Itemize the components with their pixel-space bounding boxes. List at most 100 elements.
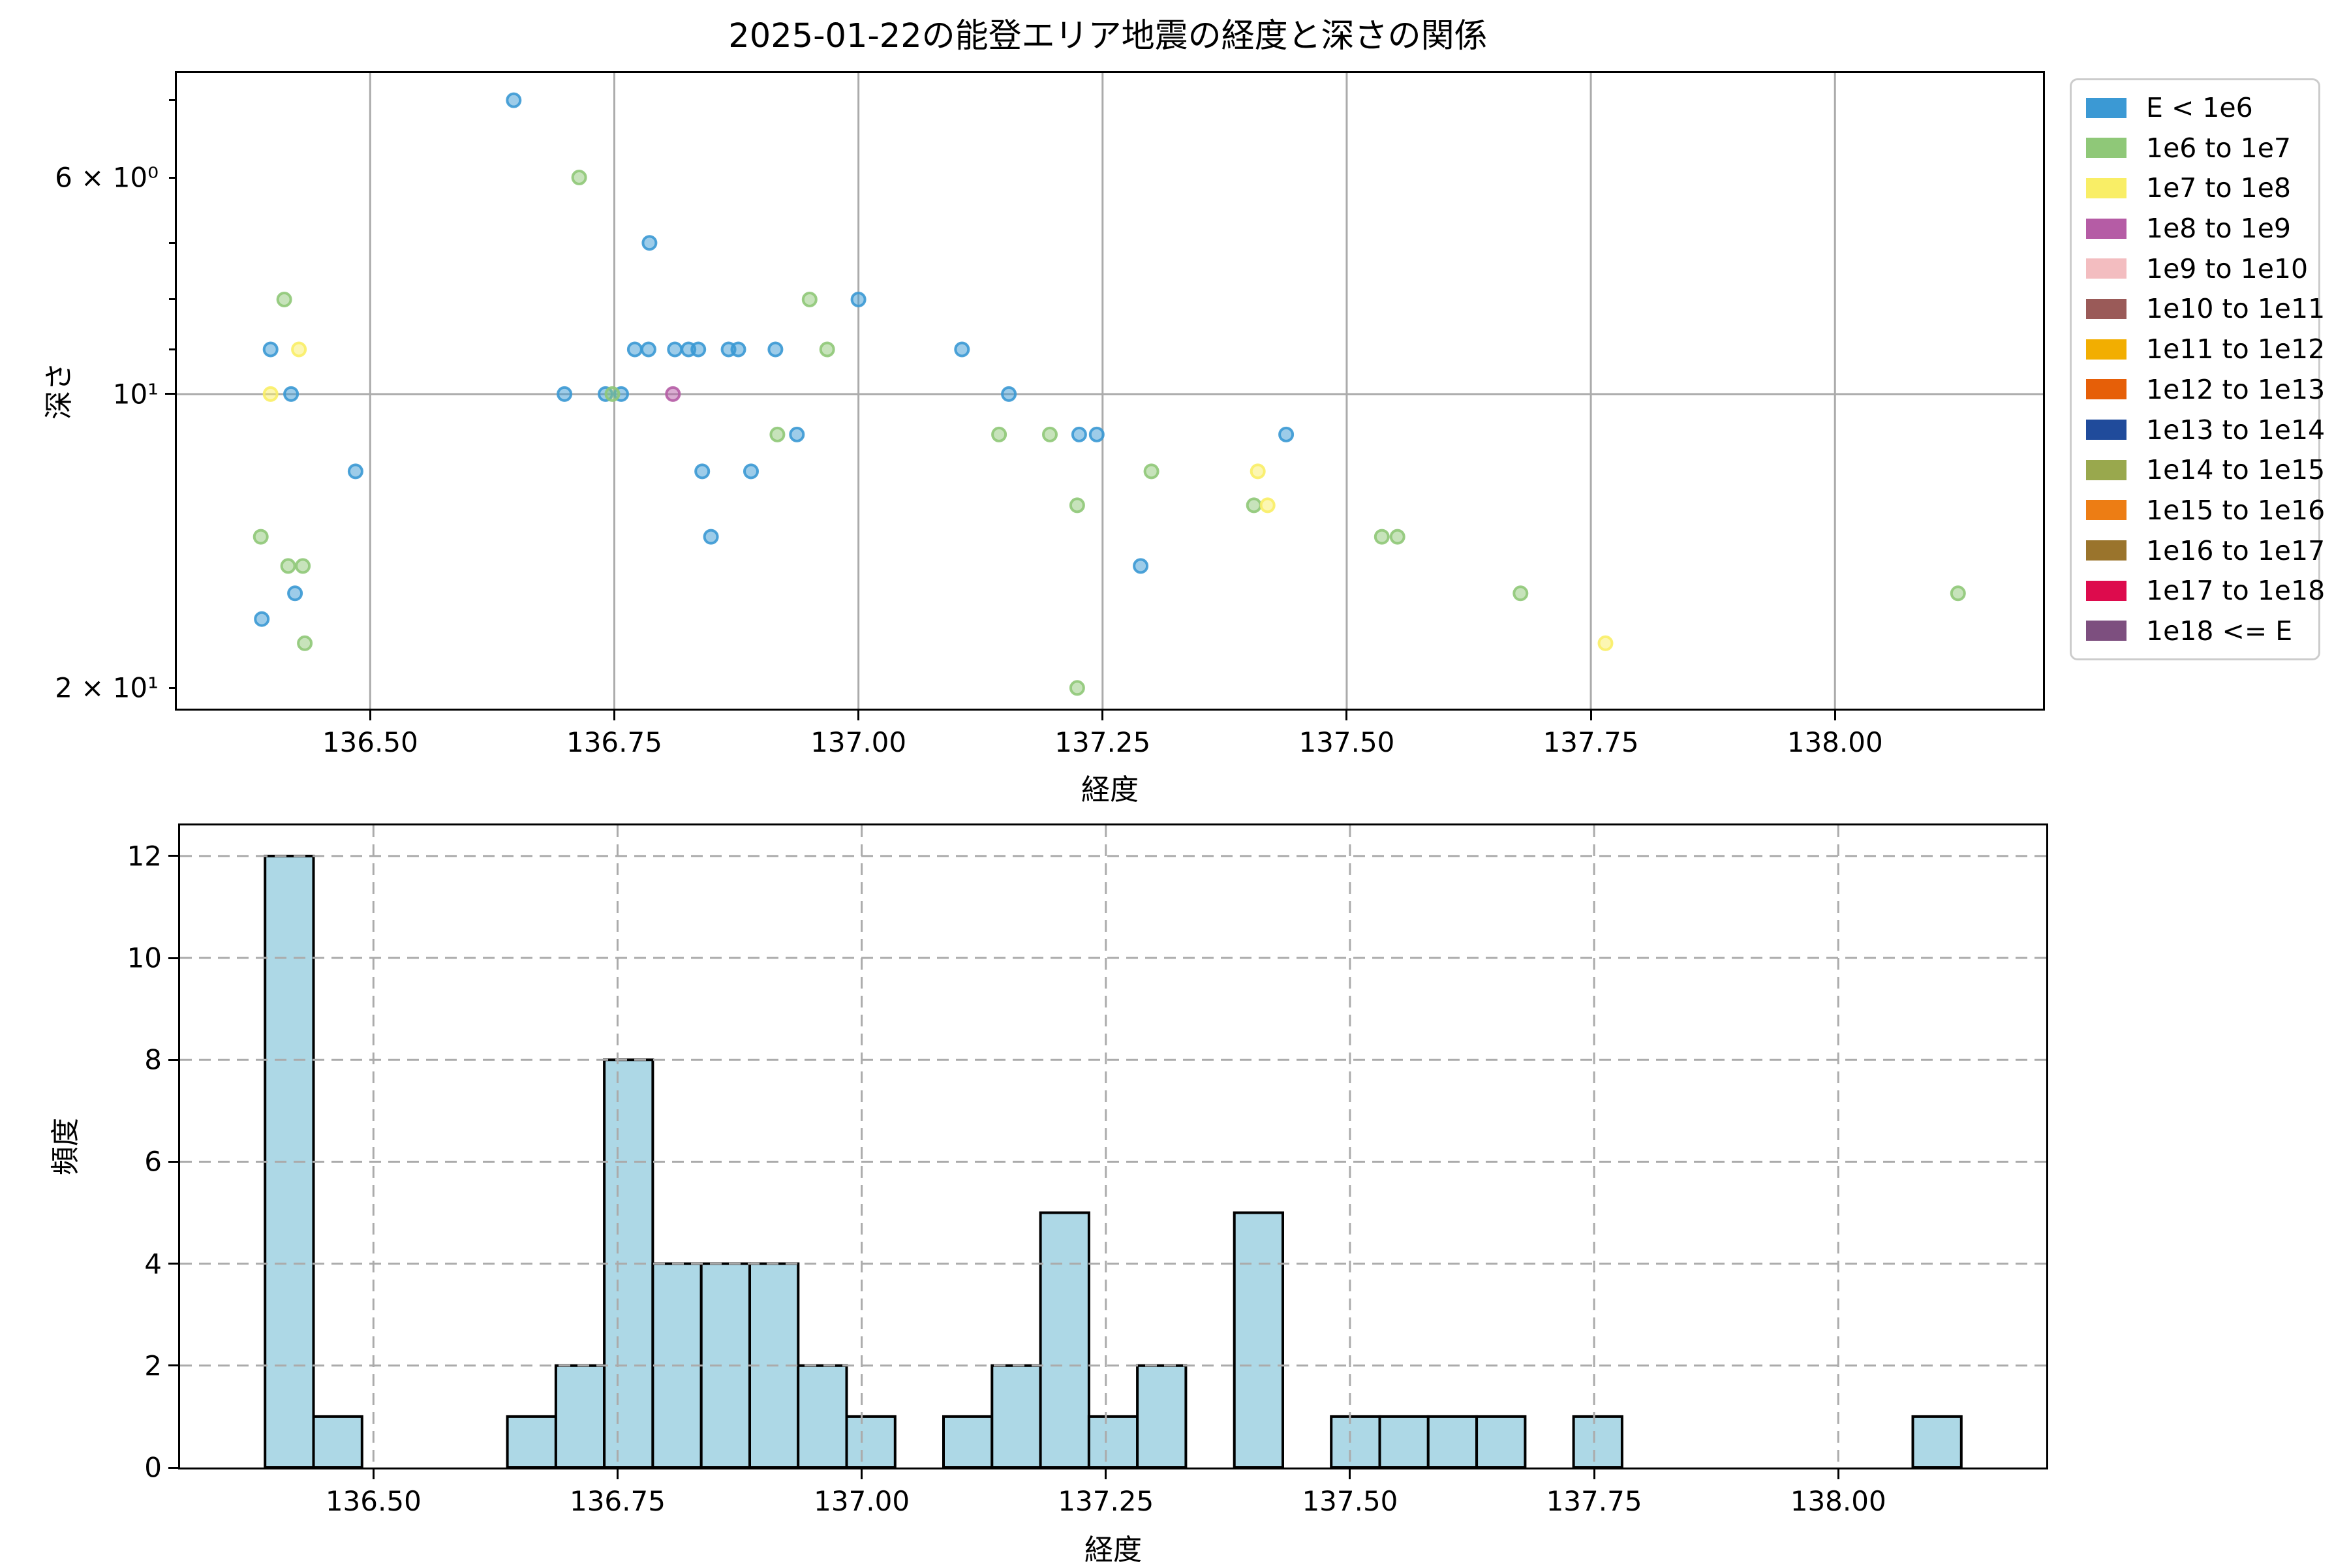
x-tick-label: 136.50 [325, 1485, 422, 1517]
scatter-point [1042, 426, 1058, 442]
histogram-bar [506, 1415, 557, 1468]
y-tick-label: 2 [144, 1349, 162, 1382]
y-tick-mark [169, 298, 175, 301]
y-tick-label: 6 [144, 1145, 162, 1178]
legend-item: 1e9 to 1e10 [2086, 253, 2308, 284]
histogram-bar [1911, 1415, 1963, 1468]
x-tick-label: 138.00 [1787, 726, 1883, 758]
histogram-bar [264, 854, 315, 1468]
legend-label: 1e18 <= E [2146, 615, 2293, 647]
legend-label: 1e12 to 1e13 [2146, 373, 2326, 405]
x-tick-mark [1349, 1469, 1351, 1479]
legend-item: 1e6 to 1e7 [2086, 132, 2304, 164]
histogram-bar [699, 1262, 752, 1468]
legend-item: 1e7 to 1e8 [2086, 172, 2304, 204]
y-tick-mark [169, 348, 175, 350]
legend-label: 1e9 to 1e10 [2146, 253, 2309, 284]
legend-swatch [2086, 298, 2126, 319]
scatter-point [954, 341, 970, 358]
y-tick-mark [168, 1058, 178, 1061]
x-tick-label: 137.75 [1546, 1485, 1642, 1517]
histogram-canvas [180, 825, 2046, 1468]
scatter-y-axis-label-text: 深さ [42, 362, 76, 420]
y-tick-label: 6 × 10⁰ [55, 161, 159, 194]
y-tick-mark [168, 1364, 178, 1367]
scatter-point [665, 386, 681, 402]
y-tick-mark [168, 1263, 178, 1265]
legend-swatch [2086, 379, 2126, 400]
x-tick-mark [613, 711, 615, 720]
scatter-point [1069, 680, 1085, 696]
x-tick-mark [1834, 711, 1836, 720]
scatter-point [506, 92, 522, 108]
histogram-bar [1572, 1415, 1623, 1468]
legend-swatch [2086, 177, 2126, 198]
histogram-bar [1136, 1364, 1188, 1468]
scatter-point [667, 341, 683, 358]
scatter-point [262, 341, 279, 358]
legend-swatch [2086, 540, 2126, 561]
legend-label: 1e10 to 1e11 [2146, 293, 2326, 325]
scatter-point [1071, 426, 1087, 442]
legend-item: 1e18 <= E [2086, 615, 2304, 647]
histogram-bar [554, 1364, 606, 1468]
legend-label: 1e7 to 1e8 [2146, 172, 2292, 204]
histogram-bar [797, 1364, 848, 1468]
scatter-point [276, 292, 292, 307]
legend-label: 1e6 to 1e7 [2146, 132, 2292, 164]
x-tick-mark [372, 1469, 375, 1479]
histogram-y-axis-label: 頻度 [43, 825, 82, 1468]
x-tick-label: 137.50 [1298, 726, 1395, 758]
legend-swatch [2086, 459, 2126, 480]
legend-label: 1e8 to 1e9 [2146, 213, 2292, 245]
scatter-point [1512, 585, 1529, 602]
x-tick-label: 137.75 [1543, 726, 1639, 758]
histogram-bar [1233, 1211, 1284, 1468]
scatter-point [730, 341, 746, 358]
scatter-point [297, 635, 313, 651]
legend-swatch [2086, 621, 2126, 641]
scatter-point [641, 235, 658, 251]
scatter-point [1950, 585, 1966, 602]
scatter-point [1143, 463, 1159, 480]
scatter-point [1374, 529, 1390, 545]
legend-label: 1e16 to 1e17 [2146, 534, 2326, 566]
histogram-bar [845, 1415, 897, 1468]
scatter-point [254, 611, 270, 627]
y-tick-mark [168, 957, 178, 959]
legend-swatch [2086, 500, 2126, 521]
scatter-point [1389, 529, 1405, 545]
scatter-point [604, 386, 621, 402]
y-tick-mark [168, 855, 178, 857]
scatter-point [743, 463, 759, 480]
legend-swatch [2086, 339, 2126, 360]
x-tick-mark [1837, 1469, 1839, 1479]
legend-swatch [2086, 258, 2126, 279]
x-tick-mark [1589, 711, 1592, 720]
scatter-point [640, 341, 656, 358]
scatter-point [1088, 426, 1105, 442]
x-tick-mark [861, 1469, 863, 1479]
scatter-point [571, 170, 587, 185]
histogram-bar [1039, 1211, 1090, 1468]
x-tick-label: 137.50 [1302, 1485, 1398, 1517]
scatter-point [1001, 386, 1017, 402]
chart-title: 2025-01-22の能登エリア地震の経度と深さの関係 [728, 17, 1488, 55]
scatter-point [694, 463, 711, 480]
x-tick-label: 137.00 [814, 1485, 910, 1517]
histogram-bar [1330, 1415, 1381, 1468]
x-tick-label: 136.50 [322, 726, 418, 758]
x-tick-mark [1105, 1469, 1107, 1479]
legend-swatch [2086, 97, 2126, 118]
scatter-point [1133, 558, 1149, 574]
scatter-point [347, 463, 363, 480]
legend-item: 1e14 to 1e15 [2086, 454, 2325, 485]
histogram-plot: 頻度 経度 136.50 136.75 137.00 137.25 137.50 137.… [49, 823, 2048, 1567]
scatter-point [295, 558, 311, 574]
histogram-bar [1087, 1415, 1139, 1468]
scatter-point [850, 292, 867, 307]
scatter-point [789, 426, 805, 442]
legend-label: E < 1e6 [2146, 92, 2253, 123]
x-tick-label: 136.75 [569, 1485, 666, 1517]
